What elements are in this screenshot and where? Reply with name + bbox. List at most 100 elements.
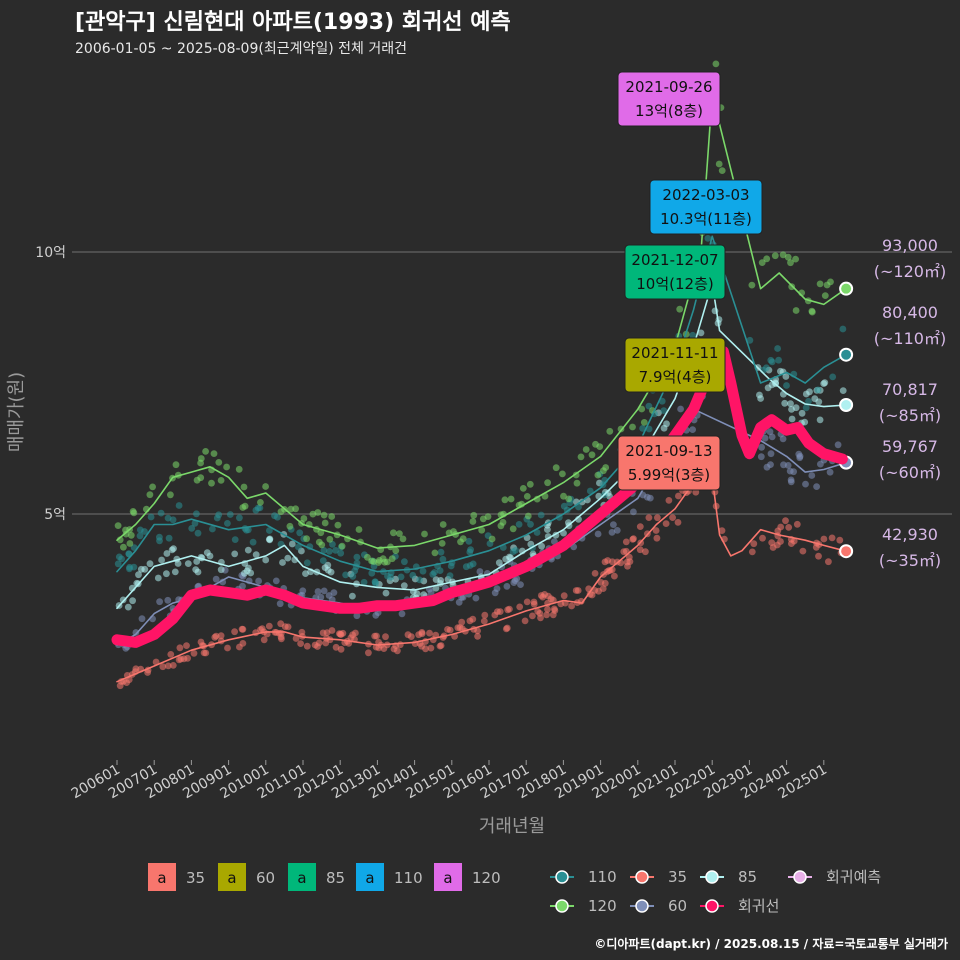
scatter-point-35 (375, 644, 383, 652)
scatter-point-110 (329, 540, 336, 548)
scatter-point-120 (240, 483, 248, 491)
scatter-point-120 (560, 492, 567, 500)
scatter-point-60 (767, 450, 775, 458)
scatter-point-35 (516, 603, 524, 611)
scatter-point-120 (469, 518, 477, 525)
legend-line-key-3: 회귀예측 (788, 868, 881, 886)
scatter-point-120 (149, 483, 157, 491)
scatter-point-120 (582, 446, 590, 453)
scatter-point-110 (401, 558, 408, 566)
scatter-point-60 (813, 483, 820, 490)
scatter-point-85 (697, 329, 705, 337)
scatter-point-60 (613, 527, 621, 534)
annotation-value-3: 7.9억(4층) (639, 368, 712, 386)
scatter-point-35 (422, 645, 429, 653)
scatter-point-35 (292, 635, 300, 642)
scatter-point-85 (158, 556, 166, 564)
scatter-point-120 (484, 513, 492, 520)
scatter-point-120 (197, 474, 205, 482)
scatter-point-120 (217, 477, 225, 484)
legend-line-key-2: 85 (700, 868, 757, 886)
scatter-point-35 (190, 649, 198, 657)
scatter-point-110 (156, 533, 163, 541)
scatter-point-35 (314, 643, 321, 650)
scatter-point-35 (748, 548, 756, 556)
scatter-point-35 (782, 517, 789, 525)
scatter-point-120 (208, 479, 215, 487)
scatter-point-35 (407, 633, 415, 640)
scatter-point-35 (759, 534, 766, 542)
scatter-point-60 (320, 587, 328, 595)
scatter-point-35 (652, 527, 660, 534)
scatter-point-35 (539, 593, 547, 601)
scatter-point-85 (788, 415, 796, 423)
scatter-point-110 (704, 235, 712, 242)
scatter-point-35 (825, 558, 832, 566)
legend-line-key-1: 35 (630, 868, 687, 886)
scatter-point-35 (458, 618, 466, 626)
scatter-point-60 (689, 426, 696, 433)
scatter-point-110 (296, 529, 304, 537)
legend-dot-0 (555, 870, 569, 884)
scatter-point-60 (767, 461, 774, 468)
scatter-point-85 (302, 570, 309, 577)
scatter-point-110 (805, 397, 812, 405)
scatter-point-120 (388, 555, 396, 563)
scatter-point-35 (144, 669, 152, 676)
scatter-point-60 (239, 582, 246, 590)
scatter-point-120 (146, 491, 154, 499)
scatter-point-35 (297, 640, 304, 647)
scatter-point-85 (184, 560, 192, 567)
scatter-point-120 (257, 499, 264, 506)
scatter-point-35 (568, 602, 575, 610)
scatter-point-110 (353, 553, 361, 561)
scatter-point-35 (544, 606, 551, 613)
scatter-point-60 (677, 405, 684, 413)
legend-label-text-1: 60 (256, 869, 275, 887)
legend-dot-1 (635, 870, 649, 884)
end-label-value-2: 70,817 (882, 380, 938, 399)
scatter-point-85 (772, 379, 779, 387)
end-label-area-0: (~120㎡) (874, 262, 946, 281)
scatter-point-110 (226, 511, 234, 518)
scatter-point-60 (761, 434, 769, 442)
scatter-point-35 (645, 514, 653, 521)
scatter-point-110 (774, 345, 781, 352)
legend-label-text-3: 110 (394, 869, 423, 887)
scatter-point-120 (606, 427, 614, 435)
scatter-point-35 (654, 514, 661, 522)
scatter-point-120 (808, 308, 816, 316)
scatter-point-110 (829, 373, 837, 381)
chart-subtitle: 2006-01-05 ~ 2025-08-09(최근계약일) 전체 거래건 (75, 41, 407, 57)
scatter-point-120 (368, 557, 375, 565)
scatter-point-120 (577, 453, 585, 461)
scatter-point-110 (527, 520, 534, 528)
scatter-point-35 (588, 591, 596, 599)
scatter-point-35 (446, 626, 454, 634)
scatter-point-120 (130, 509, 138, 517)
legend-key-letter-3: a (365, 869, 374, 887)
scatter-point-110 (447, 562, 455, 570)
scatter-point-60 (808, 472, 816, 479)
scatter-point-85 (839, 387, 847, 394)
legend-line-text-4: 120 (588, 897, 617, 915)
legend-key-letter-0: a (157, 869, 166, 887)
scatter-point-60 (834, 441, 842, 449)
annotation-4: 2021-09-13 5.99억(3층) (617, 435, 721, 491)
legend-dot-4 (555, 899, 569, 913)
legend-dot-3 (793, 870, 807, 884)
scatter-point-60 (164, 596, 172, 604)
scatter-point-120 (559, 470, 566, 478)
scatter-point-120 (439, 521, 447, 528)
scatter-point-120 (287, 505, 295, 513)
scatter-point-60 (784, 462, 792, 469)
scatter-point-35 (547, 595, 555, 603)
series-line-2 (116, 282, 847, 610)
series-line-5 (111, 346, 848, 648)
scatter-point-120 (172, 461, 180, 469)
scatter-point-60 (630, 508, 637, 516)
scatter-point-110 (191, 519, 199, 527)
scatter-point-110 (209, 525, 216, 533)
scatter-point-60 (757, 453, 765, 461)
scatter-point-85 (502, 555, 510, 563)
